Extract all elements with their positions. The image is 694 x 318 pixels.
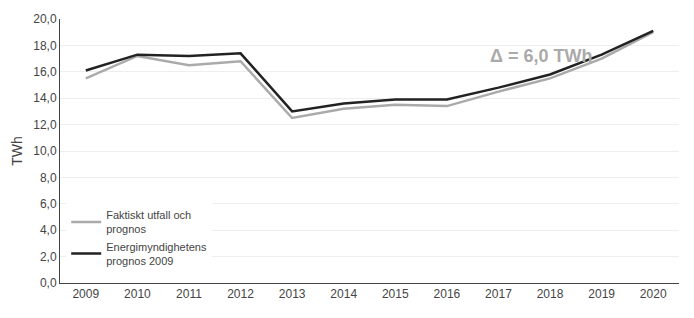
svg-text:18,0: 18,0	[33, 39, 57, 53]
svg-text:2015: 2015	[382, 287, 409, 301]
svg-text:Δ = 6,0 TWh: Δ = 6,0 TWh	[490, 46, 592, 66]
svg-text:8,0: 8,0	[40, 171, 57, 185]
svg-text:2009: 2009	[72, 287, 99, 301]
svg-text:2012: 2012	[227, 287, 254, 301]
svg-text:4,0: 4,0	[40, 223, 57, 237]
svg-text:2,0: 2,0	[40, 250, 57, 264]
svg-text:2018: 2018	[537, 287, 564, 301]
svg-text:20,0: 20,0	[33, 12, 57, 26]
svg-text:6,0: 6,0	[40, 197, 57, 211]
svg-text:10,0: 10,0	[33, 144, 57, 158]
svg-text:2016: 2016	[434, 287, 461, 301]
svg-text:2011: 2011	[176, 287, 202, 301]
svg-text:14,0: 14,0	[33, 91, 57, 105]
svg-text:2020: 2020	[640, 287, 667, 301]
svg-text:TWh: TWh	[9, 136, 25, 166]
svg-text:2013: 2013	[279, 287, 306, 301]
svg-text:Energimyndighetensprognos 2009: Energimyndighetensprognos 2009	[106, 241, 207, 267]
svg-text:Faktiskt utfall ochprognos: Faktiskt utfall ochprognos	[106, 209, 191, 235]
svg-text:2014: 2014	[330, 287, 357, 301]
svg-text:12,0: 12,0	[33, 118, 57, 132]
svg-text:2010: 2010	[124, 287, 151, 301]
svg-text:2017: 2017	[485, 287, 512, 301]
svg-text:0,0: 0,0	[40, 276, 57, 290]
svg-text:2019: 2019	[588, 287, 615, 301]
svg-text:16,0: 16,0	[33, 65, 57, 79]
